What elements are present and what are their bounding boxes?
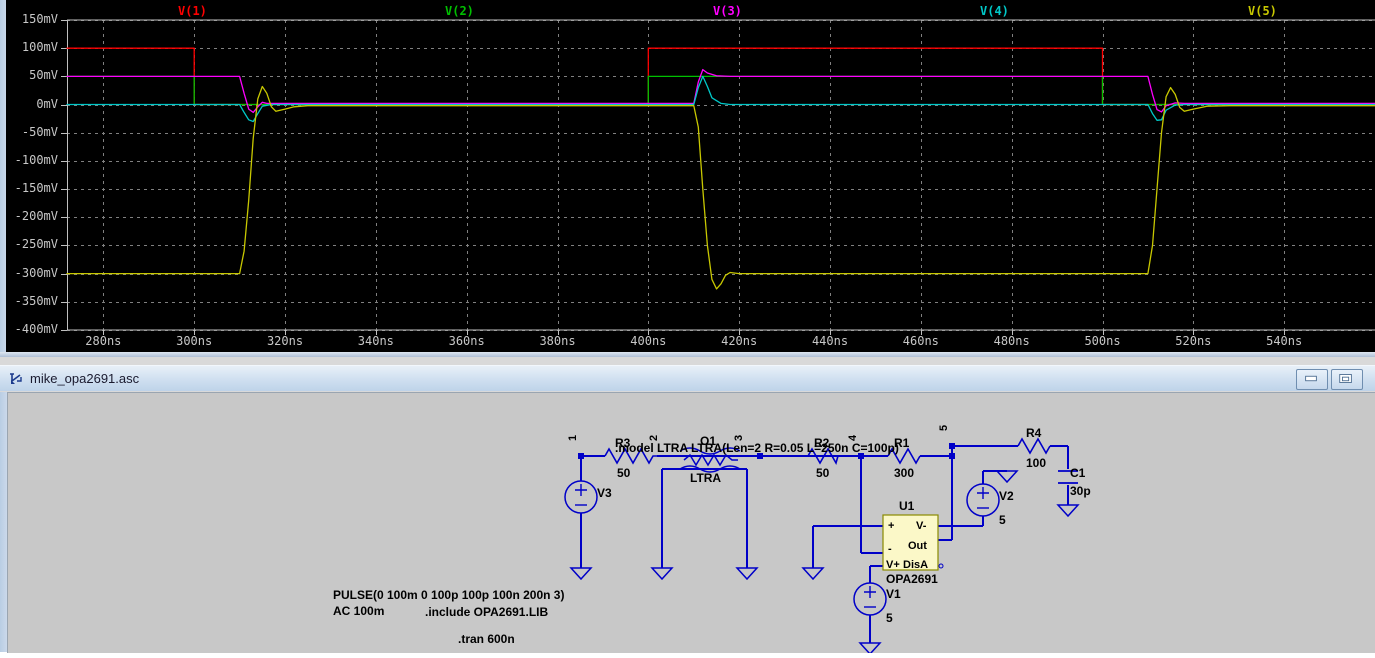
schematic-title: mike_opa2691.asc	[30, 371, 140, 386]
opamp-symbol[interactable]	[882, 514, 944, 571]
net-label-3[interactable]: 3	[733, 434, 745, 441]
component-value-u1[interactable]: OPA2691	[886, 572, 938, 586]
component-value-r2[interactable]: 50	[816, 466, 830, 480]
x-axis-tick-label: 360ns	[448, 334, 485, 348]
component-value-v1[interactable]: 5	[886, 611, 893, 625]
component-value-r3[interactable]: 50	[617, 466, 631, 480]
spice-directive[interactable]: .model LTRA LTRA(Len=2 R=0.05 L=250n C=1…	[615, 441, 899, 455]
x-axis-tick-label: 300ns	[176, 334, 213, 348]
y-axis-tick-label: -300mV	[14, 265, 58, 280]
component-value-o1[interactable]: LTRA	[690, 471, 722, 485]
trace-V4[interactable]	[66, 75, 1375, 123]
opamp-pin-plus[interactable]: +	[888, 520, 895, 532]
restore-icon	[1339, 374, 1352, 383]
schematic-left-frame	[0, 392, 7, 652]
y-axis-tick-label: -400mV	[14, 322, 58, 336]
net-label-4[interactable]: 4	[847, 434, 859, 441]
component-ref-r2[interactable]: R2	[814, 436, 830, 450]
waveform-left-frame	[0, 0, 6, 357]
x-axis-tick-label: 320ns	[266, 334, 304, 348]
schematic-drawing	[564, 437, 1080, 656]
waveform-canvas[interactable]	[6, 0, 1375, 352]
waveform-svg	[61, 19, 1375, 335]
legend-label-V3[interactable]: V(3)	[713, 4, 742, 18]
schematic-window[interactable]: mike_opa2691.asc	[0, 357, 1375, 656]
component-ref-c1[interactable]: C1	[1070, 466, 1086, 480]
schematic-canvas[interactable]: .model LTRA LTRA(Len=2 R=0.05 L=250n C=1…	[7, 392, 1375, 656]
y-axis-tick-label: 100mV	[21, 40, 58, 55]
component-ref-u1[interactable]: U1	[899, 499, 915, 513]
x-axis-tick-label: 460ns	[902, 334, 939, 348]
legend-label-V4[interactable]: V(4)	[980, 4, 1009, 18]
component-ref-o1[interactable]: O1	[700, 434, 717, 448]
net-label-5[interactable]: 5	[938, 424, 950, 431]
spice-directive[interactable]: PULSE(0 100m 0 100p 100p 100n 200n 3)	[333, 588, 565, 602]
spice-directive[interactable]: .include OPA2691.LIB	[425, 605, 549, 619]
spice-directive[interactable]: .tran 600n	[458, 632, 515, 646]
component-ref-v3[interactable]: V3	[597, 486, 612, 500]
minimize-button[interactable]	[1296, 369, 1328, 390]
trace-V2[interactable]	[66, 75, 1375, 106]
trace-V3[interactable]	[66, 68, 1375, 114]
y-axis-tick-label: -50mV	[21, 124, 58, 139]
component-value-v2[interactable]: 5	[999, 513, 1006, 527]
opamp-pin-Out[interactable]: Out	[908, 540, 927, 552]
ltspice-logo-icon	[10, 373, 22, 384]
waveform-plot-window[interactable]: V(1) V(2) V(3) V(4) V(5) 150mV 100mV 50mV 0mV -5…	[0, 0, 1375, 357]
legend-label-V2[interactable]: V(2)	[445, 4, 474, 18]
legend-label-V1[interactable]: V(1)	[178, 4, 207, 18]
y-axis-tick-label: 50mV	[29, 68, 58, 83]
net-label-1[interactable]: 1	[567, 434, 579, 441]
minimize-icon	[1305, 375, 1317, 382]
y-axis-tick-label: -150mV	[14, 181, 58, 196]
resistor-symbols	[604, 437, 1051, 466]
y-axis-tick-label: 150mV	[21, 12, 58, 26]
y-axis-tick-label: -100mV	[14, 152, 58, 167]
waveform-bottom-frame	[0, 352, 1375, 357]
x-axis-tick-label: 400ns	[630, 334, 667, 348]
x-axis-tick-label: 340ns	[357, 334, 394, 348]
x-axis-tick-label: 540ns	[1266, 334, 1303, 348]
opamp-pin-DisA[interactable]: DisA	[903, 559, 929, 571]
y-axis-tick-label: -350mV	[14, 293, 58, 308]
ground-symbols	[569, 470, 1080, 656]
component-ref-r3[interactable]: R3	[615, 436, 631, 450]
opamp-pin-Vplus[interactable]: V+	[886, 559, 900, 571]
legend-label-V5[interactable]: V(5)	[1248, 4, 1277, 18]
opamp-pin-minus[interactable]: -	[888, 543, 892, 555]
component-value-r4[interactable]: 100	[1026, 456, 1047, 470]
x-axis-tick-label: 500ns	[1084, 334, 1121, 348]
component-ref-v1[interactable]: V1	[886, 587, 901, 601]
x-axis-tick-label: 420ns	[721, 334, 758, 348]
y-axis-tick-label: 0mV	[36, 96, 58, 111]
net-label-2[interactable]: 2	[648, 434, 660, 441]
component-value-c1[interactable]: 30p	[1070, 484, 1091, 498]
y-axis-tick-label: -250mV	[14, 237, 58, 252]
schematic-junctions	[578, 443, 955, 459]
x-axis-tick-label: 380ns	[539, 334, 576, 348]
restore-button[interactable]	[1331, 369, 1363, 390]
voltage-source-symbols	[564, 480, 1000, 616]
schematic-wires	[580, 445, 1069, 643]
component-ref-r1[interactable]: R1	[894, 436, 910, 450]
x-axis-tick-label: 440ns	[811, 334, 849, 348]
x-axis-tick-label: 480ns	[993, 334, 1030, 348]
component-ref-r4[interactable]: R4	[1026, 426, 1042, 440]
spice-directive[interactable]: AC 100m	[333, 604, 385, 618]
x-axis-tick-label: 520ns	[1175, 334, 1212, 348]
x-axis-tick-label: 280ns	[85, 334, 122, 348]
plot-frame	[61, 19, 1375, 335]
component-value-r1[interactable]: 300	[894, 466, 915, 480]
y-axis-tick-label: -200mV	[14, 209, 58, 224]
trace-V5[interactable]	[66, 85, 1375, 290]
capacitor-symbol	[1058, 470, 1078, 484]
schematic-titlebar[interactable]: mike_opa2691.asc	[0, 365, 1375, 391]
opamp-pin-Vminus[interactable]: V-	[916, 520, 927, 532]
ltra-transmission-line-symbol	[679, 447, 741, 473]
component-ref-v2[interactable]: V2	[999, 489, 1014, 503]
